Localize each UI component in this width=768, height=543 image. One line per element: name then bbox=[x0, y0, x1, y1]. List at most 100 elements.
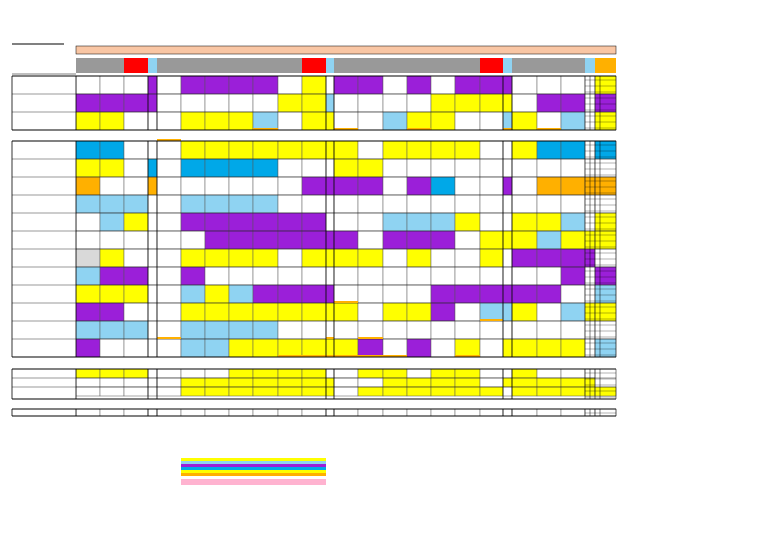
table-cell bbox=[480, 369, 503, 378]
table-section bbox=[12, 139, 616, 357]
table-cell bbox=[229, 213, 253, 231]
table-cell bbox=[157, 76, 181, 94]
table-cell bbox=[205, 159, 229, 177]
table-cell bbox=[181, 369, 205, 378]
table-cell bbox=[431, 303, 455, 321]
table-cell bbox=[148, 159, 157, 177]
table-cell bbox=[100, 303, 124, 321]
table-cell bbox=[358, 231, 383, 249]
table-cell bbox=[595, 76, 616, 94]
table-cell bbox=[100, 321, 124, 339]
table-cell bbox=[407, 159, 431, 177]
table-cell bbox=[253, 369, 278, 378]
table-cell bbox=[561, 249, 585, 267]
table-cell bbox=[407, 94, 431, 112]
table-cell bbox=[181, 112, 205, 130]
table-cell bbox=[334, 195, 358, 213]
table-cell bbox=[503, 321, 512, 339]
table-cell bbox=[455, 378, 480, 387]
table-cell bbox=[302, 76, 326, 94]
table-cell bbox=[229, 369, 253, 378]
table-cell bbox=[561, 378, 585, 387]
table-cell bbox=[334, 76, 358, 94]
table-cell bbox=[205, 177, 229, 195]
table-cell bbox=[302, 195, 326, 213]
table-cell bbox=[358, 267, 383, 285]
table-cell bbox=[326, 387, 334, 396]
row-label-cell bbox=[12, 76, 76, 94]
table-cell bbox=[205, 321, 229, 339]
table-cell bbox=[455, 409, 480, 416]
table-cell bbox=[100, 177, 124, 195]
table-cell bbox=[124, 387, 148, 396]
table-cell bbox=[326, 321, 334, 339]
table-cell bbox=[595, 387, 616, 396]
table-cell bbox=[253, 141, 278, 159]
table-cell bbox=[407, 321, 431, 339]
header-segment bbox=[537, 58, 561, 73]
table-cell bbox=[383, 321, 407, 339]
table-cell bbox=[278, 387, 302, 396]
table-cell bbox=[76, 141, 100, 159]
table-cell bbox=[124, 409, 148, 416]
table-cell bbox=[480, 76, 503, 94]
table-cell bbox=[302, 387, 326, 396]
table-cell bbox=[561, 339, 585, 357]
table-cell bbox=[561, 369, 585, 378]
table-cell bbox=[181, 94, 205, 112]
table-cell bbox=[407, 76, 431, 94]
table-cell bbox=[124, 76, 148, 94]
table-cell bbox=[205, 213, 229, 231]
table-cell bbox=[253, 409, 278, 416]
table-cell bbox=[480, 94, 503, 112]
table-cell bbox=[326, 285, 334, 303]
table-cell bbox=[181, 267, 205, 285]
table-cell bbox=[334, 285, 358, 303]
table-cell bbox=[181, 303, 205, 321]
table-cell bbox=[383, 213, 407, 231]
table-cell bbox=[455, 249, 480, 267]
table-cell bbox=[358, 409, 383, 416]
table-cell bbox=[480, 141, 503, 159]
table-cell bbox=[358, 76, 383, 94]
table-cell bbox=[334, 409, 358, 416]
table-cell bbox=[124, 112, 148, 130]
table-cell bbox=[480, 285, 503, 303]
header-segment bbox=[205, 58, 229, 73]
table-cell bbox=[278, 112, 302, 130]
table-cell bbox=[253, 339, 278, 357]
table-cell bbox=[537, 321, 561, 339]
table-cell bbox=[76, 285, 100, 303]
table-cell bbox=[595, 303, 616, 321]
table-cell bbox=[205, 112, 229, 130]
table-cell bbox=[302, 249, 326, 267]
table-cell bbox=[503, 112, 512, 130]
table-cell bbox=[229, 159, 253, 177]
header-segment bbox=[512, 58, 537, 73]
table-cell bbox=[431, 195, 455, 213]
table-cell bbox=[100, 249, 124, 267]
table-cell bbox=[302, 321, 326, 339]
table-cell bbox=[480, 249, 503, 267]
table-cell bbox=[431, 409, 455, 416]
table-cell bbox=[148, 369, 157, 378]
table-cell bbox=[278, 409, 302, 416]
table-cell bbox=[302, 213, 326, 231]
table-cell bbox=[537, 213, 561, 231]
table-cell bbox=[326, 177, 334, 195]
table-cell bbox=[302, 112, 326, 130]
header-segment bbox=[76, 58, 100, 73]
table-cell bbox=[383, 303, 407, 321]
table-cell bbox=[480, 112, 503, 130]
table-cell bbox=[148, 339, 157, 357]
table-cell bbox=[278, 249, 302, 267]
table-cell bbox=[76, 267, 100, 285]
table-cell bbox=[124, 321, 148, 339]
table-cell bbox=[124, 195, 148, 213]
table-cell bbox=[100, 141, 124, 159]
table-cell bbox=[595, 409, 616, 416]
table-cell bbox=[595, 112, 616, 130]
row-label-cell bbox=[12, 321, 76, 339]
table-cell bbox=[561, 141, 585, 159]
schedule-table bbox=[12, 74, 616, 416]
